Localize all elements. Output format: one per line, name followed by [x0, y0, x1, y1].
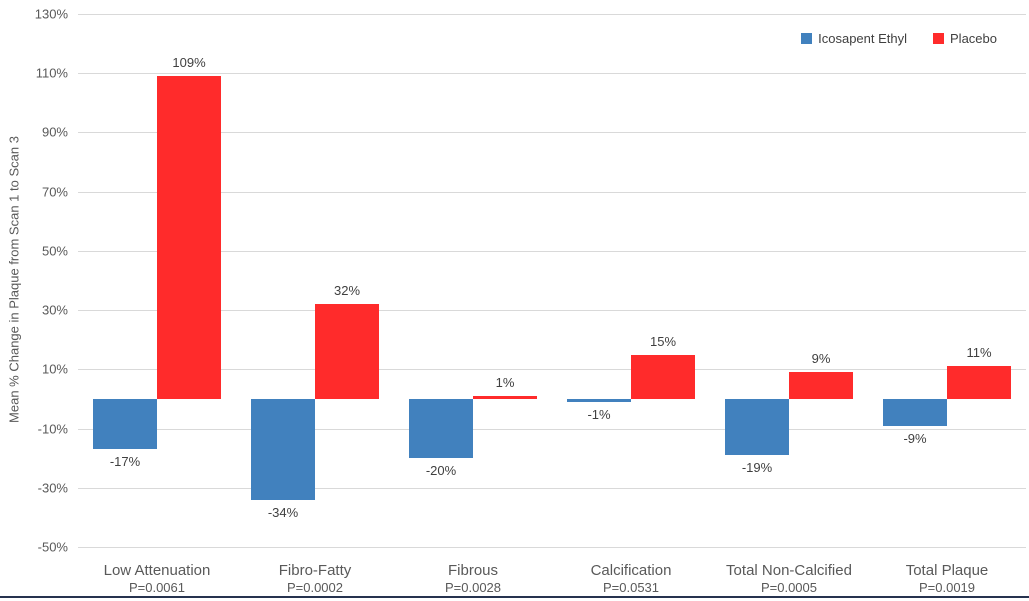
category-name-total-plaque: Total Plaque [905, 562, 989, 579]
data-label-placebo-total-non-calcified: 9% [811, 351, 831, 366]
data-label-icosapent-ethyl-fibrous: -20% [425, 463, 457, 478]
legend: Icosapent Ethyl Placebo [801, 31, 997, 46]
data-label-placebo-low-attenuation: 109% [172, 55, 206, 70]
y-tick-label-50: 50% [41, 243, 68, 259]
gridline-130 [78, 14, 1026, 15]
bar-placebo-total-plaque [947, 366, 1011, 399]
gridline-50 [78, 251, 1026, 252]
category-label-low-attenuation: Low Attenuation P=0.0061 [104, 562, 211, 596]
category-pvalue-calcification: P=0.0531 [602, 580, 660, 595]
category-pvalue-total-non-calcified: P=0.0005 [760, 580, 818, 595]
legend-item-icosapent-ethyl: Icosapent Ethyl [801, 31, 907, 46]
category-name-fibrous: Fibrous [447, 562, 499, 579]
bar-placebo-fibro-fatty [315, 304, 379, 399]
y-tick-label-110: 110% [35, 65, 68, 81]
category-name-total-non-calcified: Total Non-Calcified [726, 562, 852, 579]
gridline--50 [78, 547, 1026, 548]
y-tick-label-90: 90% [41, 124, 68, 140]
gridline-30 [78, 310, 1026, 311]
bar-icosapent-ethyl-total-non-calcified [725, 399, 789, 455]
data-label-icosapent-ethyl-calcification: -1% [587, 407, 611, 422]
category-label-total-non-calcified: Total Non-Calcified P=0.0005 [726, 562, 852, 596]
bar-icosapent-ethyl-fibro-fatty [251, 399, 315, 500]
category-label-calcification: Calcification P=0.0531 [591, 562, 672, 596]
legend-item-placebo: Placebo [933, 31, 997, 46]
legend-swatch-icosapent-ethyl-icon [801, 33, 813, 44]
y-tick-label-130: 130% [34, 6, 68, 22]
gridline-90 [78, 132, 1026, 133]
category-label-fibro-fatty: Fibro-Fatty P=0.0002 [279, 562, 352, 596]
data-label-placebo-fibro-fatty: 32% [333, 283, 361, 298]
gridline--10 [78, 429, 1026, 430]
legend-label-icosapent-ethyl: Icosapent Ethyl [818, 31, 908, 46]
y-tick-label-70: 70% [41, 184, 68, 200]
data-label-icosapent-ethyl-total-non-calcified: -19% [741, 460, 773, 475]
legend-swatch-placebo-icon [933, 33, 945, 44]
y-axis-title: Mean % Change in Plaque from Scan 1 to S… [6, 136, 22, 423]
bar-icosapent-ethyl-fibrous [409, 399, 473, 458]
chart-bottom-border [0, 596, 1029, 598]
bar-placebo-low-attenuation [157, 76, 221, 399]
data-label-icosapent-ethyl-low-attenuation: -17% [109, 454, 141, 469]
category-name-calcification: Calcification [590, 562, 672, 579]
y-tick-label-10: 10% [41, 361, 68, 377]
bar-icosapent-ethyl-low-attenuation [93, 399, 157, 449]
category-pvalue-fibrous: P=0.0028 [444, 580, 502, 595]
category-label-fibrous: Fibrous P=0.0028 [445, 562, 501, 596]
data-label-placebo-fibrous: 1% [495, 375, 515, 390]
bar-placebo-fibrous [473, 396, 537, 399]
category-name-fibro-fatty: Fibro-Fatty [278, 562, 352, 579]
gridline-10 [78, 369, 1026, 370]
bar-placebo-total-non-calcified [789, 372, 853, 399]
gridline--30 [78, 488, 1026, 489]
y-tick-label--50: -50% [37, 539, 68, 555]
gridline-110 [78, 73, 1026, 74]
y-tick-label--30: -30% [37, 480, 68, 496]
data-label-placebo-calcification: 15% [649, 334, 677, 349]
category-name-low-attenuation: Low Attenuation [103, 562, 211, 579]
gridline-70 [78, 192, 1026, 193]
data-label-icosapent-ethyl-total-plaque: -9% [903, 431, 927, 446]
category-pvalue-total-plaque: P=0.0019 [918, 580, 976, 595]
legend-label-placebo: Placebo [950, 31, 997, 46]
bar-icosapent-ethyl-calcification [567, 399, 631, 402]
data-label-placebo-total-plaque: 11% [966, 345, 992, 360]
data-label-icosapent-ethyl-fibro-fatty: -34% [267, 505, 299, 520]
category-pvalue-low-attenuation: P=0.0061 [128, 580, 186, 595]
bar-icosapent-ethyl-total-plaque [883, 399, 947, 426]
y-tick-label-30: 30% [41, 302, 68, 318]
bar-placebo-calcification [631, 355, 695, 399]
category-label-total-plaque: Total Plaque P=0.0019 [906, 562, 989, 596]
y-tick-label--10: -10% [37, 421, 68, 437]
category-pvalue-fibro-fatty: P=0.0002 [286, 580, 344, 595]
